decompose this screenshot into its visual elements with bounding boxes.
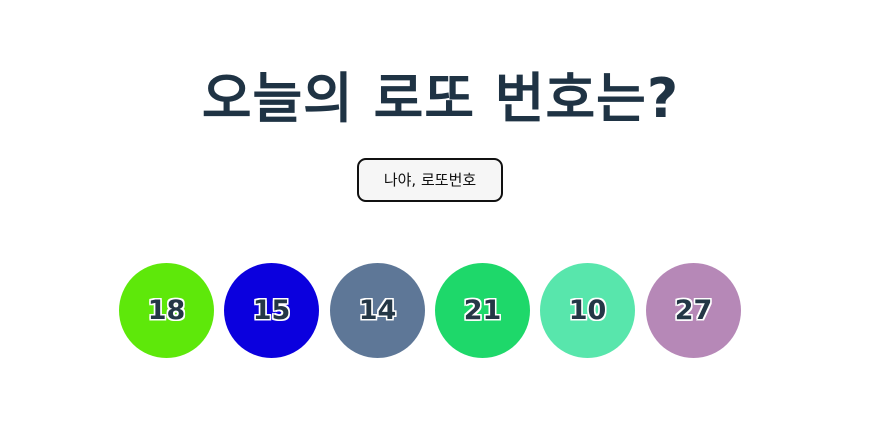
lotto-ball-number: 10	[568, 295, 607, 326]
lotto-ball-number: 15	[252, 295, 291, 326]
lotto-ball-number: 21	[463, 295, 502, 326]
lotto-ball-number: 14	[358, 295, 397, 326]
lotto-ball: 27	[646, 263, 741, 358]
lotto-ball: 18	[119, 263, 214, 358]
lotto-ball-number: 18	[147, 295, 186, 326]
lotto-ball: 21	[435, 263, 530, 358]
lotto-ball: 10	[540, 263, 635, 358]
page-title: 오늘의 로또 번호는?	[201, 67, 680, 130]
lotto-ball: 15	[224, 263, 319, 358]
lotto-ball-number: 27	[674, 295, 713, 326]
draw-lotto-button[interactable]: 나야, 로또번호	[357, 158, 503, 202]
lotto-ball: 14	[330, 263, 425, 358]
